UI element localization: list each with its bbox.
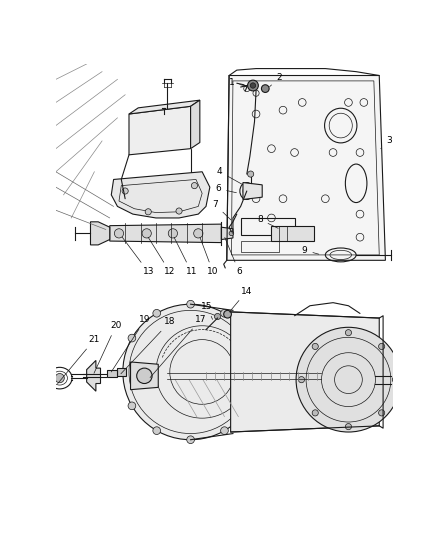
Circle shape [392,377,399,383]
Circle shape [128,334,136,342]
Circle shape [221,310,228,317]
Polygon shape [129,106,191,155]
Polygon shape [117,368,126,376]
Circle shape [145,209,151,215]
Circle shape [245,402,253,410]
Text: 1: 1 [229,78,247,87]
Circle shape [250,83,256,88]
Polygon shape [191,100,200,149]
Polygon shape [111,172,210,218]
Circle shape [245,334,253,342]
Polygon shape [131,362,158,390]
Text: 4: 4 [217,167,242,184]
Text: 7: 7 [212,200,231,220]
Text: 8: 8 [257,215,278,228]
Circle shape [296,327,401,432]
Circle shape [346,424,352,430]
Circle shape [55,374,64,383]
Text: 14: 14 [230,287,252,312]
Circle shape [176,208,182,214]
Polygon shape [87,360,100,391]
Circle shape [194,229,203,238]
Bar [240,241,279,252]
Circle shape [128,402,136,410]
Text: 21: 21 [58,335,100,384]
Text: 6: 6 [215,184,237,193]
Text: 2: 2 [270,74,282,87]
Circle shape [221,427,228,434]
Circle shape [187,301,194,308]
Text: 12: 12 [148,237,176,276]
Polygon shape [227,76,385,260]
Text: 11: 11 [174,237,197,276]
Circle shape [187,436,194,443]
Circle shape [229,231,234,236]
Bar [240,218,294,235]
Circle shape [378,410,385,416]
Polygon shape [129,100,200,114]
Text: 15: 15 [201,302,212,319]
Circle shape [224,310,231,318]
Text: 17: 17 [150,315,206,377]
Circle shape [153,310,161,317]
Circle shape [247,171,254,177]
Circle shape [153,427,161,434]
Circle shape [261,85,269,92]
Polygon shape [110,224,221,243]
Text: 3: 3 [381,136,392,149]
Circle shape [312,343,318,350]
Circle shape [137,368,152,384]
Circle shape [346,329,352,336]
Polygon shape [107,370,117,377]
Circle shape [122,188,128,194]
Polygon shape [231,312,379,432]
Circle shape [247,80,258,91]
Circle shape [114,229,124,238]
Text: 20: 20 [94,321,122,373]
Text: 13: 13 [122,237,154,276]
Polygon shape [221,227,233,239]
Text: 6: 6 [225,238,242,276]
Polygon shape [243,182,262,199]
Circle shape [312,410,318,416]
Text: 9: 9 [302,246,319,255]
Circle shape [142,229,151,238]
Circle shape [378,343,385,350]
Text: 19: 19 [111,315,151,372]
Circle shape [215,313,221,320]
Polygon shape [91,222,110,245]
Text: 18: 18 [121,318,176,374]
Circle shape [191,182,198,189]
Circle shape [123,304,258,440]
Text: 10: 10 [200,238,219,276]
Bar [272,225,314,241]
Circle shape [168,229,177,238]
Circle shape [298,377,304,383]
